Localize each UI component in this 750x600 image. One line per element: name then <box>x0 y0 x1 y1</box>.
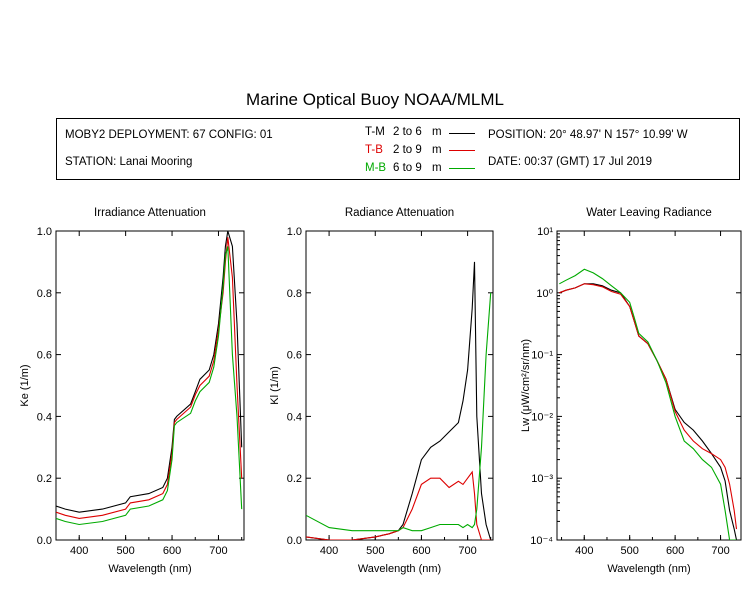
legend-code-mb: M-B <box>365 162 387 174</box>
x-tick-label-2-1: 500 <box>621 545 639 557</box>
x-tick-label-0-0: 400 <box>70 545 88 557</box>
y-tick-label-1-2: 0.4 <box>287 411 302 423</box>
x-axis-label-1: Wavelength (nm) <box>358 563 441 575</box>
legend-code-tm: T-M <box>365 126 385 138</box>
y-tick-label-2-0: 10⁻⁴ <box>530 535 553 547</box>
position-text: POSITION: 20° 48.97' N 157° 10.99' W <box>488 129 688 141</box>
deployment-text: MOBY2 DEPLOYMENT: 67 CONFIG: 01 <box>65 129 273 141</box>
x-tick-label-2-0: 400 <box>575 545 593 557</box>
y-tick-label-0-0: 0.0 <box>37 535 52 547</box>
station-text: STATION: Lanai Mooring <box>65 156 193 168</box>
plot-frame-2 <box>556 230 742 541</box>
x-tick-label-1-3: 700 <box>458 545 476 557</box>
legend-unit-tb: m <box>432 144 442 156</box>
x-tick-label-0-2: 600 <box>163 545 181 557</box>
legend-unit-tm: m <box>432 126 442 138</box>
plot-frame-0 <box>55 230 245 541</box>
series-line-0-T-M <box>56 231 243 513</box>
series-line-2-M-B <box>559 268 737 540</box>
chart-title-2: Water Leaving Radiance <box>586 207 712 219</box>
y-tick-label-2-3: 10⁻¹ <box>531 350 553 362</box>
series-line-1-T-M <box>306 261 492 540</box>
y-tick-label-2-4: 10⁰ <box>536 288 553 300</box>
y-tick-label-0-5: 1.0 <box>37 226 52 238</box>
y-axis-label-1: Kl (1/m) <box>269 366 281 405</box>
x-tick-label-1-0: 400 <box>320 545 338 557</box>
series-line-2-T-B <box>559 283 738 530</box>
legend-swatch-tb <box>449 150 475 151</box>
legend-range-tb: 2 to 9 <box>393 144 422 156</box>
legend-swatch-mb <box>449 168 475 169</box>
y-tick-label-1-3: 0.6 <box>287 350 302 362</box>
y-tick-label-1-0: 0.0 <box>287 535 302 547</box>
date-text: DATE: 00:37 (GMT) 17 Jul 2019 <box>488 156 653 168</box>
x-tick-label-2-2: 600 <box>666 545 684 557</box>
plot-frame-1 <box>305 230 494 541</box>
x-axis-label-2: Wavelength (nm) <box>607 563 690 575</box>
x-tick-label-0-1: 500 <box>116 545 134 557</box>
y-tick-label-2-2: 10⁻² <box>531 411 553 423</box>
y-tick-label-0-3: 0.6 <box>37 350 52 362</box>
series-line-0-T-B <box>56 237 243 519</box>
y-tick-label-1-4: 0.8 <box>287 288 302 300</box>
series-line-1-M-B <box>306 292 492 532</box>
chart-title-0: Irradiance Attenuation <box>94 207 206 219</box>
y-tick-label-2-5: 10¹ <box>537 226 553 238</box>
chart-title-1: Radiance Attenuation <box>345 207 454 219</box>
x-tick-label-0-3: 700 <box>209 545 227 557</box>
x-tick-label-1-2: 600 <box>412 545 430 557</box>
legend-range-mb: 6 to 9 <box>393 162 422 174</box>
legend-range-tm: 2 to 6 <box>393 126 422 138</box>
y-tick-label-0-1: 0.2 <box>37 473 52 485</box>
y-tick-label-0-4: 0.8 <box>37 288 52 300</box>
y-axis-label-2: Lw (μW/cm²/sr/nm) <box>520 339 532 432</box>
legend-unit-mb: m <box>432 162 442 174</box>
page-title: Marine Optical Buoy NOAA/MLML <box>246 90 504 109</box>
legend-code-tb: T-B <box>365 144 383 156</box>
info-box: MOBY2 DEPLOYMENT: 67 CONFIG: 01 STATION:… <box>56 118 740 180</box>
x-tick-label-2-3: 700 <box>711 545 729 557</box>
series-line-2-T-M <box>559 283 738 540</box>
series-line-0-M-B <box>56 246 243 526</box>
y-tick-label-1-1: 0.2 <box>287 473 302 485</box>
x-tick-label-1-1: 500 <box>366 545 384 557</box>
y-tick-label-1-5: 1.0 <box>287 226 302 238</box>
y-axis-label-0: Ke (1/m) <box>19 364 31 406</box>
legend-swatch-tm <box>449 133 475 134</box>
x-axis-label-0: Wavelength (nm) <box>108 563 191 575</box>
y-tick-label-2-1: 10⁻³ <box>531 473 553 485</box>
y-tick-label-0-2: 0.4 <box>37 411 52 423</box>
